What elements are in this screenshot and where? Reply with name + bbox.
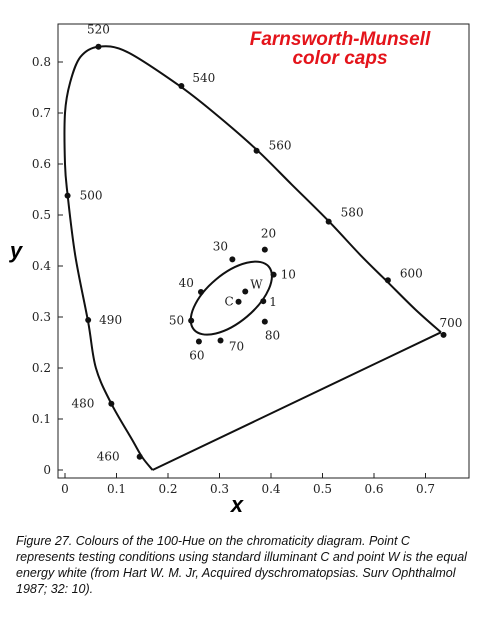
y-tick-label: 0.4 (32, 259, 51, 273)
wavelength-label: 460 (97, 450, 120, 464)
cap-label: 80 (265, 329, 280, 343)
chart-title-line2: color caps (292, 48, 388, 69)
wavelength-label: 490 (99, 313, 122, 327)
wavelength-point (136, 453, 143, 460)
x-tick-label: 0.3 (210, 482, 229, 496)
plot-frame (57, 23, 470, 479)
x-axis-ticks: 0 0.1 0.2 0.3 0.4 0.5 0.6 0.7 (61, 473, 435, 496)
wavelength-label: 500 (80, 189, 103, 203)
wavelength-point (95, 43, 102, 50)
x-tick-label: 0.1 (107, 482, 126, 496)
wavelength-label: 520 (87, 23, 110, 37)
cap-label: 30 (213, 239, 228, 253)
wavelength-point (85, 317, 92, 324)
wavelength-point (253, 147, 260, 154)
y-axis-ticks: 0 0.1 0.2 0.3 0.4 0.5 0.6 0.7 0.8 (32, 55, 63, 477)
x-tick-label: 0.5 (313, 482, 332, 496)
wavelength-label: 540 (192, 71, 215, 85)
cap-label: 60 (189, 348, 204, 362)
cap-point (229, 256, 236, 263)
y-axis-label: y (9, 238, 24, 263)
wavelength-point (64, 192, 71, 199)
x-tick-label: 0 (61, 482, 69, 496)
cap-label: 50 (169, 314, 184, 328)
cap-label: 70 (229, 339, 244, 353)
cap-ellipse (189, 260, 273, 336)
cap-label: 10 (281, 268, 296, 282)
cap-label: 1 (269, 295, 277, 309)
reference-point (235, 298, 242, 305)
y-tick-label: 0.5 (32, 208, 51, 222)
spectral-locus-curve (63, 45, 442, 471)
wavelength-point (178, 82, 185, 89)
reference-point (242, 288, 249, 295)
cap-point (261, 318, 268, 325)
x-tick-label: 0.4 (261, 482, 280, 496)
cap-label: 20 (261, 227, 276, 241)
y-tick-label: 0.3 (32, 310, 51, 324)
chart-title-line1: Farnsworth-Munsell (249, 29, 431, 50)
chromaticity-chart: 0 0.1 0.2 0.3 0.4 0.5 0.6 0.7 00.10.20.30.40.50… (9, 23, 470, 517)
cap-label: 40 (179, 276, 194, 290)
cap-point (260, 298, 267, 305)
wavelength-label: 700 (440, 316, 463, 330)
x-tick-label: 0.6 (364, 482, 383, 496)
cap-point (270, 271, 277, 278)
cap-point (261, 246, 268, 253)
chart-title: Farnsworth-Munsell color caps (230, 30, 450, 68)
cap-point (188, 317, 195, 324)
y-tick-label: 0 (43, 463, 51, 477)
y-tick-label: 0.6 (32, 157, 51, 171)
reference-point-label: W (250, 278, 263, 292)
purple-line (152, 331, 442, 471)
y-tick-label: 0.1 (32, 412, 51, 426)
cap-point (195, 338, 202, 345)
wavelength-point (384, 277, 391, 284)
cap-ellipse-group: 1 10 20 30 40 50 60 70 80 C W (169, 227, 296, 363)
y-tick-label: 0.2 (32, 361, 51, 375)
spectral-locus: 460 480 490 500 520 540 560 580 600 700 (63, 23, 463, 471)
wavelength-label: 580 (341, 206, 364, 220)
wavelength-point (108, 400, 115, 407)
cap-point (217, 337, 224, 344)
wavelength-label: 480 (71, 397, 94, 411)
wavelength-point (325, 218, 332, 225)
cap-point (197, 289, 204, 296)
x-tick-label: 0.2 (158, 482, 177, 496)
y-tick-label: 0.8 (32, 55, 51, 69)
wavelength-label: 560 (269, 139, 292, 153)
y-tick-label: 0.7 (32, 106, 51, 120)
reference-point-label: C (225, 295, 234, 309)
x-tick-label: 0.7 (416, 482, 435, 496)
wavelength-label: 600 (400, 266, 423, 280)
x-axis-label: x (230, 492, 244, 517)
figure-caption: Figure 27. Colours of the 100-Hue on the… (16, 534, 467, 596)
wavelength-point (440, 331, 447, 338)
